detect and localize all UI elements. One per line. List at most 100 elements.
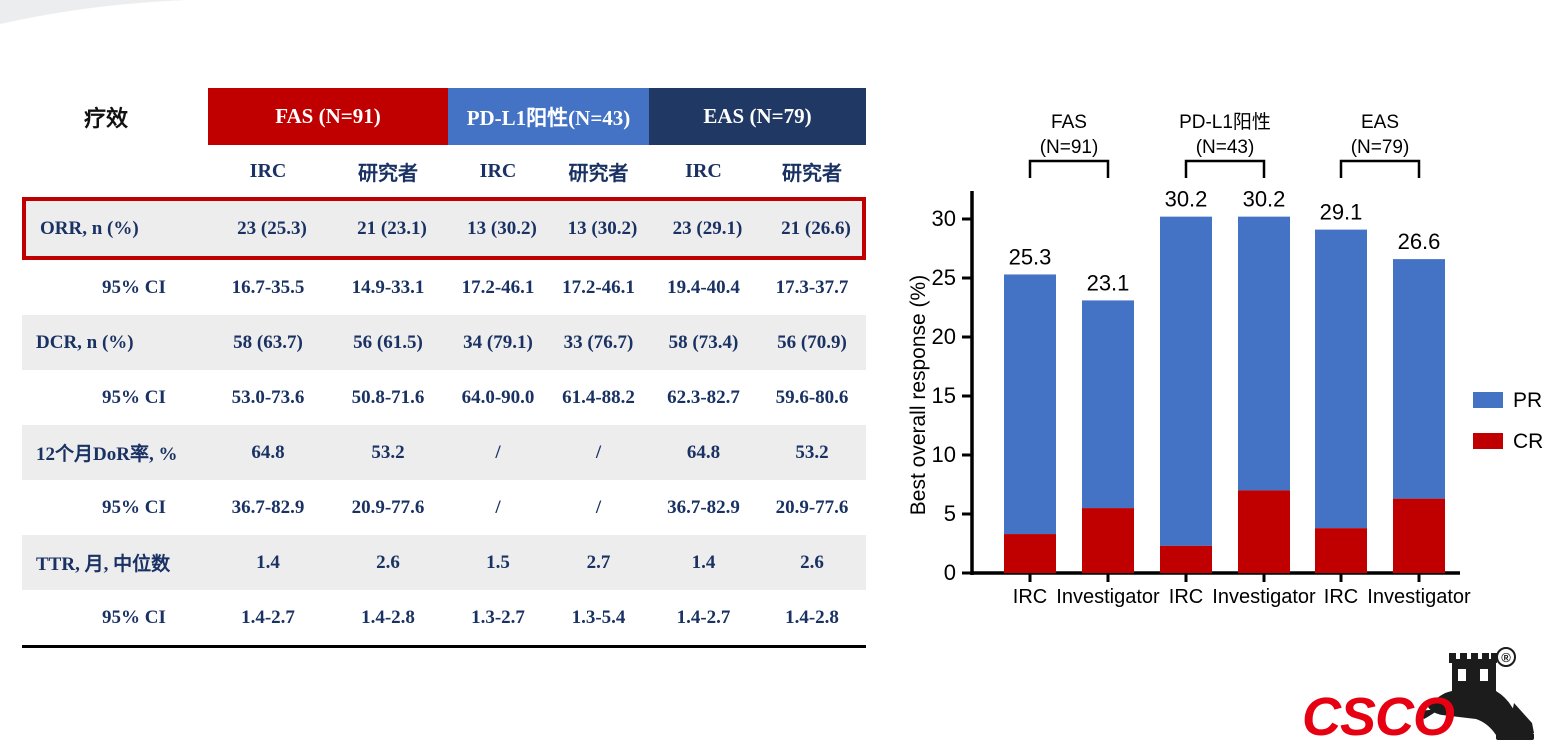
bar-value-label: 26.6 (1398, 229, 1441, 254)
table-cell: / (595, 496, 602, 518)
table-cell: 21 (23.1) (357, 217, 427, 239)
bar-value-label: 30.2 (1243, 187, 1286, 212)
table-cell: 53.2 (795, 441, 829, 463)
table-row-highlighted: ORR, n (%) 23 (25.3) 21 (23.1) 13 (30.2) 13 … (22, 197, 866, 260)
table-cell: 21 (26.6) (781, 217, 851, 239)
table-cell: 1.3-5.4 (571, 606, 626, 628)
group-label: PD-L1阳性 (1179, 111, 1271, 133)
table-cell: 16.7-35.5 (231, 276, 305, 298)
bar-segment-pr (1082, 300, 1134, 509)
legend-label-pr: PR (1513, 389, 1542, 412)
group-label: FAS (1051, 112, 1087, 133)
table-row: DCR, n (%) 58 (63.7) 56 (61.5) 34 (79.1) 33 … (22, 315, 866, 370)
table-cell: 1.4 (256, 551, 280, 573)
row-label: 95% CI (102, 386, 166, 408)
table-cell: 23 (29.1) (672, 217, 743, 239)
table-cell: 53.0-73.6 (231, 386, 305, 408)
best-overall-response-bar-chart: 0 5 10 15 20 25 30 Best overall response (%) 25.… (895, 95, 1552, 635)
table-cell: 64.0-90.0 (461, 386, 535, 408)
table-cell: 56 (61.5) (353, 331, 423, 353)
table-row: TTR, 月, 中位数 1.4 2.6 1.5 2.7 1.4 2.6 (22, 535, 866, 590)
subheader-cell: 研究者 (782, 162, 842, 185)
bar-segment-cr (1160, 545, 1212, 573)
bar-segment-pr (1238, 216, 1290, 491)
subheader-cell: 研究者 (568, 162, 629, 185)
x-tick-label: Investigator (1056, 586, 1160, 608)
table-cell: 36.7-82.9 (667, 496, 740, 518)
table-cell: 1.4-2.7 (241, 606, 295, 628)
bar-segment-cr (1082, 508, 1134, 573)
registered-trademark-r: ® (1501, 650, 1511, 665)
y-tick-label: 15 (932, 383, 956, 408)
table-cell: 1.4-2.8 (361, 606, 415, 628)
x-tick-label: Investigator (1212, 586, 1316, 608)
table-row: 95% CI 36.7-82.9 20.9-77.6 / / 36.7-82.9 20.9-… (22, 480, 866, 535)
table-cell: 20.9-77.6 (351, 496, 425, 518)
table-cell: 1.4-2.8 (785, 606, 839, 628)
table-cell: 50.8-71.6 (351, 386, 425, 408)
bar-value-label: 23.1 (1087, 270, 1130, 295)
row-label: DCR, n (%) (36, 331, 134, 353)
table-cell: 17.2-46.1 (562, 276, 635, 298)
table-cell: 13 (30.2) (467, 217, 537, 239)
legend-swatch-pr (1473, 392, 1503, 408)
y-tick-label: 30 (932, 206, 956, 231)
table-cell: 14.9-33.1 (351, 276, 425, 298)
table-row: 95% CI 16.7-35.5 14.9-33.1 17.2-46.1 17.2-46… (22, 260, 866, 315)
csco-logo: ® CSCO (1300, 645, 1540, 750)
y-tick-label: 5 (944, 501, 956, 526)
y-tick-label: 10 (932, 442, 956, 467)
table-cell: 36.7-82.9 (231, 496, 305, 518)
group-header-pdl1: PD-L1阳性(N=43) (448, 88, 649, 145)
table-row: 95% CI 1.4-2.7 1.4-2.8 1.3-2.7 1.3-5.4 1.4-2.… (22, 590, 866, 648)
x-tick-label: IRC (1013, 586, 1047, 608)
table-cell: 34 (79.1) (463, 331, 533, 353)
bar-segment-cr (1393, 498, 1445, 573)
subheader-cell: IRC (685, 159, 722, 182)
table-cell: 17.3-37.7 (775, 276, 849, 298)
table-subheader-row: IRC 研究者 IRC 研究者 IRC 研究者 (22, 145, 866, 197)
group-label: EAS (1361, 112, 1399, 133)
group-header-eas: EAS (N=79) (649, 88, 866, 145)
bar-segment-cr (1004, 534, 1056, 573)
table-row: 95% CI 53.0-73.6 50.8-71.6 64.0-90.0 61.4-88… (22, 370, 866, 425)
row-label: TTR, 月, 中位数 (36, 554, 171, 575)
group-bracket (1028, 159, 1110, 178)
row-label: 95% CI (102, 606, 166, 628)
table-cell: 1.4-2.7 (676, 606, 731, 628)
table-cell: 2.7 (586, 551, 611, 573)
table-cell: 23 (25.3) (237, 217, 307, 239)
bar-segment-pr (1393, 259, 1445, 499)
table-cell: 1.4 (691, 551, 716, 573)
bar-segment-pr (1315, 229, 1367, 529)
table-cell: 19.4-40.4 (667, 276, 740, 298)
legend-swatch-cr (1473, 433, 1503, 449)
x-tick-label: IRC (1169, 586, 1203, 608)
y-tick-label: 0 (944, 560, 956, 585)
y-tick-label: 25 (932, 265, 956, 290)
table-body: ORR, n (%) 23 (25.3) 21 (23.1) 13 (30.2) 13 … (22, 197, 866, 648)
table-cell: / (595, 441, 602, 463)
table-cell: 13 (30.2) (567, 217, 638, 239)
table-cell: 62.3-82.7 (667, 386, 740, 408)
row-label: 95% CI (102, 496, 166, 518)
table-cell: 1.3-2.7 (471, 606, 525, 628)
subheader-cell: 研究者 (358, 162, 418, 185)
group-sublabel: (N=79) (1351, 137, 1410, 158)
table-cell: 17.2-46.1 (461, 276, 535, 298)
bar-segment-cr (1315, 528, 1367, 573)
group-sublabel: (N=43) (1196, 137, 1255, 158)
y-axis-title: Best overall response (%) (907, 275, 930, 515)
table-cell: 33 (76.7) (563, 331, 634, 353)
table-cell: 20.9-77.6 (775, 496, 849, 518)
group-bracket (1339, 159, 1421, 178)
table-cell: 61.4-88.2 (562, 386, 635, 408)
row-label: ORR, n (%) (40, 217, 139, 239)
corner-swoosh-decoration (0, 0, 185, 24)
csco-logo-text: CSCO (1302, 687, 1455, 747)
table-cell: 58 (73.4) (668, 331, 739, 353)
bar-segment-pr (1160, 216, 1212, 546)
legend-label-cr: CR (1513, 430, 1543, 453)
x-tick-label: IRC (1324, 586, 1358, 608)
